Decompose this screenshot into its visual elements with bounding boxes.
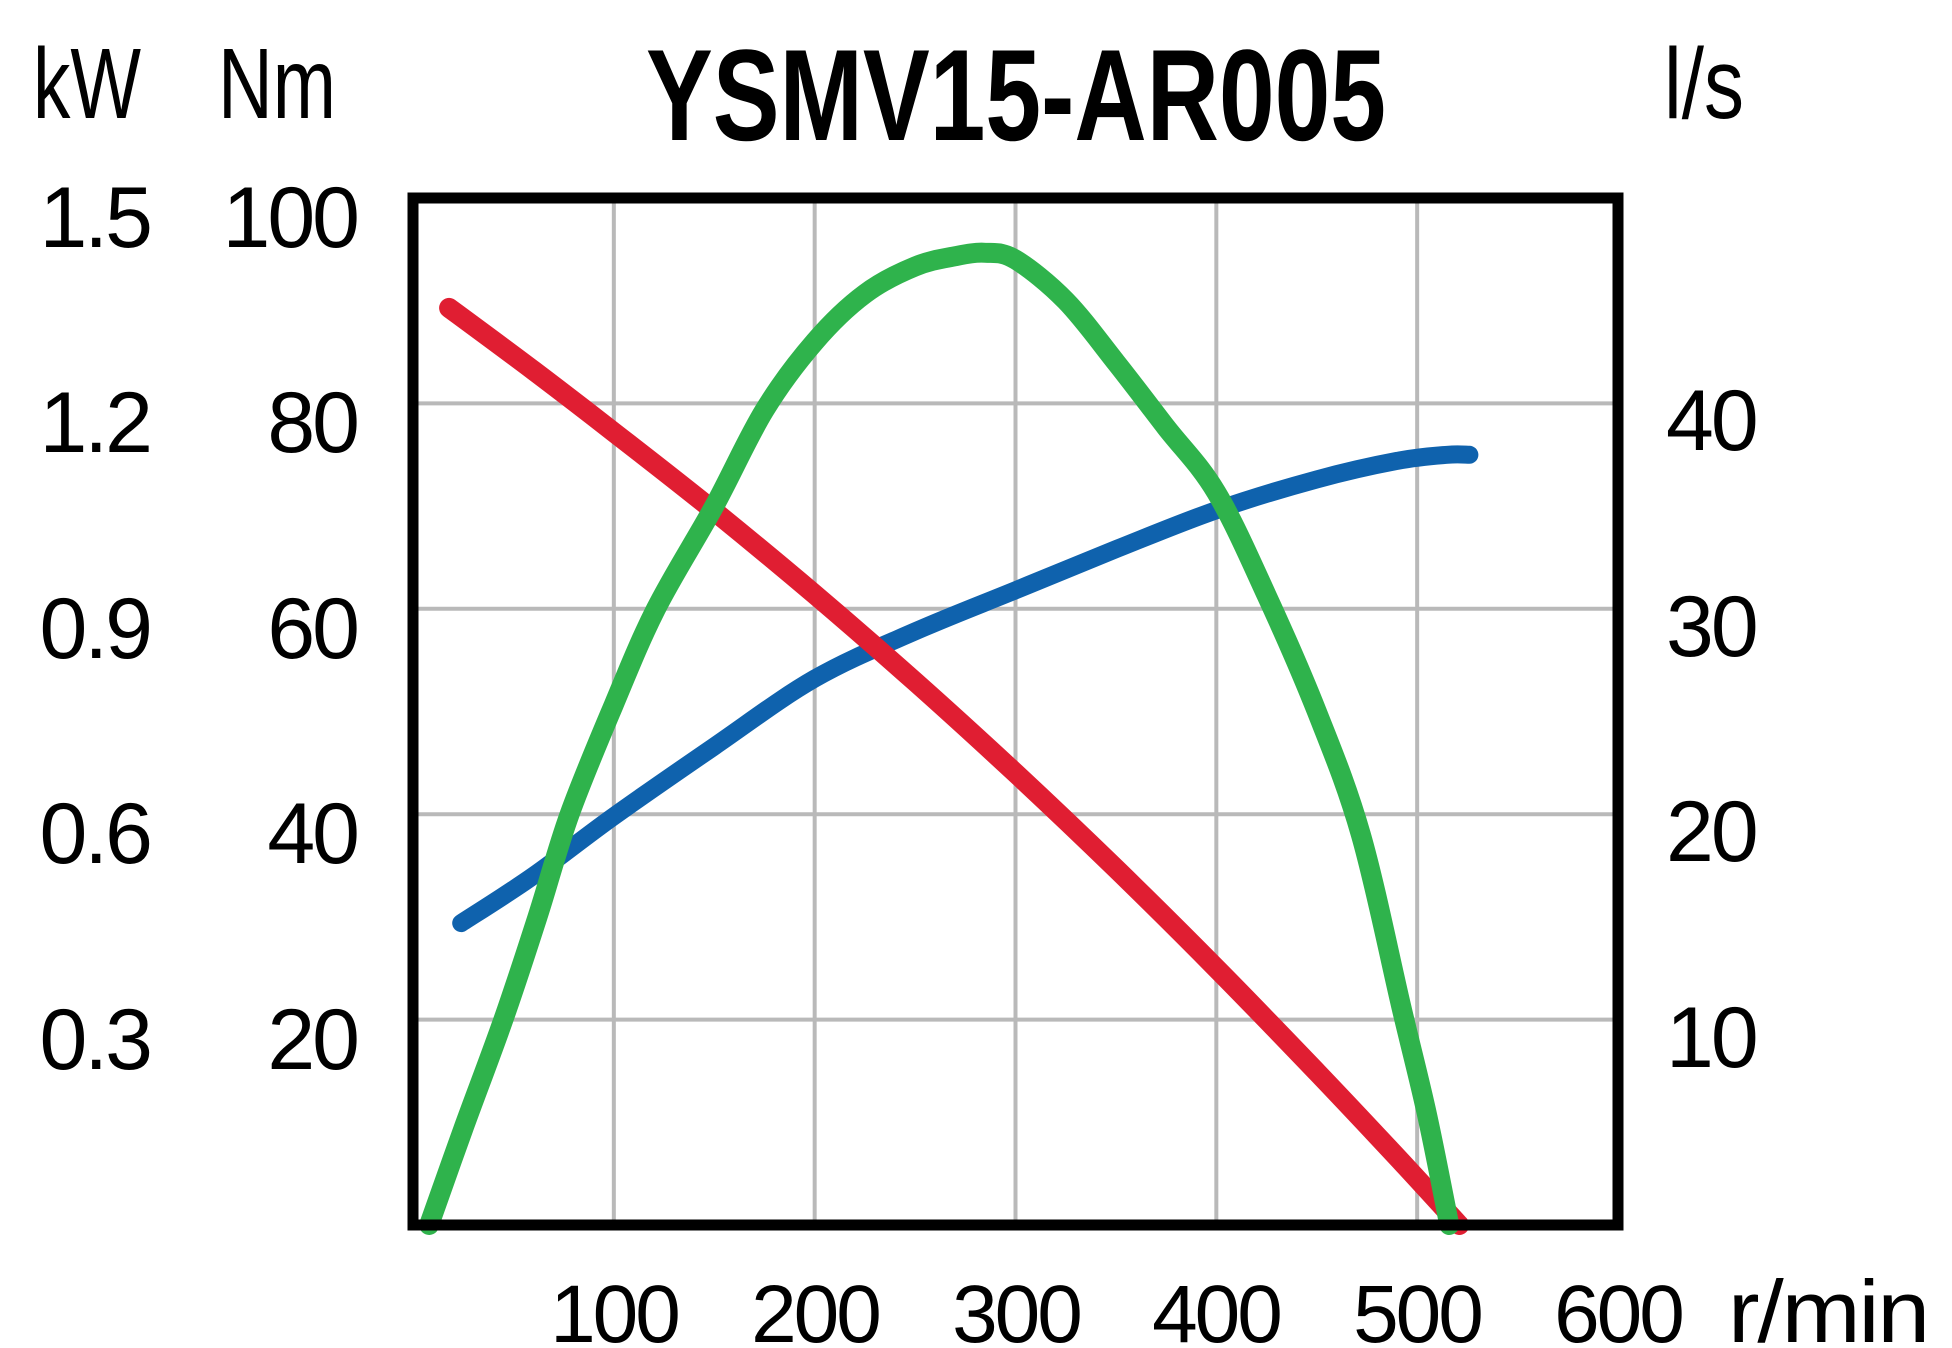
torque-tick-80: 80 (267, 375, 357, 471)
flow-tick-30: 30 (1666, 579, 1756, 675)
torque-tick-100: 100 (223, 170, 358, 266)
x-tick-300: 300 (952, 1269, 1080, 1348)
power-tick-0.6: 0.6 (39, 786, 150, 882)
power-tick-1.5: 1.5 (39, 170, 150, 266)
x-tick-500: 500 (1353, 1269, 1481, 1348)
flow-tick-20: 20 (1666, 784, 1756, 880)
x-tick-200: 200 (751, 1269, 879, 1348)
torque-curve (439, 297, 1470, 1235)
torque-tick-60: 60 (267, 581, 357, 677)
x-axis-unit: r/min (1728, 1262, 1928, 1348)
tick-labels: 1.5 1.2 0.9 0.6 0.3 100 80 60 40 20 40 30 20 10 100 200… (39, 170, 1758, 1348)
power-tick-1.2: 1.2 (39, 375, 150, 471)
flow-tick-10: 10 (1666, 990, 1756, 1086)
power-tick-0.9: 0.9 (39, 581, 150, 677)
chart-title: YSMV15-AR005 (646, 22, 1386, 168)
plot-frame (407, 192, 1624, 1231)
power-tick-0.3: 0.3 (39, 992, 150, 1088)
grid (413, 198, 1618, 1225)
flow-axis-unit: l/s (1664, 28, 1744, 140)
torque-tick-20: 20 (267, 992, 357, 1088)
x-tick-600: 600 (1554, 1269, 1682, 1348)
power-curve (419, 242, 1460, 1235)
curves (419, 242, 1479, 1235)
torque-axis-unit: Nm (218, 28, 336, 140)
power-axis-unit: kW (33, 28, 141, 140)
flow-tick-40: 40 (1666, 373, 1756, 469)
flow-curve (452, 445, 1479, 933)
torque-tick-40: 40 (267, 786, 357, 882)
x-tick-100: 100 (550, 1269, 678, 1348)
x-tick-400: 400 (1152, 1269, 1280, 1348)
